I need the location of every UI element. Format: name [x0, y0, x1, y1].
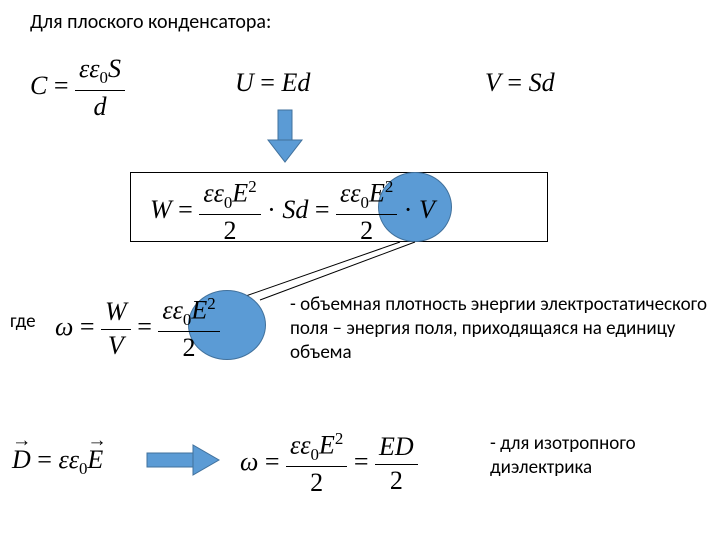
equation-d-vector: D = εε0E [12, 445, 103, 479]
description-isotropic: - для изотропного диэлектрика [490, 432, 710, 480]
equation-w: W = εε0E22 · Sd = εε0E22 · V [150, 178, 435, 246]
label-where: где [10, 310, 36, 334]
equation-v: V = Sd [485, 68, 555, 98]
arrow-right-icon [145, 440, 225, 480]
arrow-down-icon [260, 108, 310, 168]
page-title: Для плоского конденсатора: [30, 10, 271, 34]
equation-c: C = εε0Sd [30, 55, 125, 121]
equation-omega-density: ω = WV = εε0E22 [55, 295, 220, 363]
equation-omega-isotropic: ω = εε0E22 = ED2 [240, 430, 418, 498]
equation-u: U = Ed [235, 68, 310, 98]
description-energy-density: - объемная плотность энергии электростат… [290, 293, 720, 364]
